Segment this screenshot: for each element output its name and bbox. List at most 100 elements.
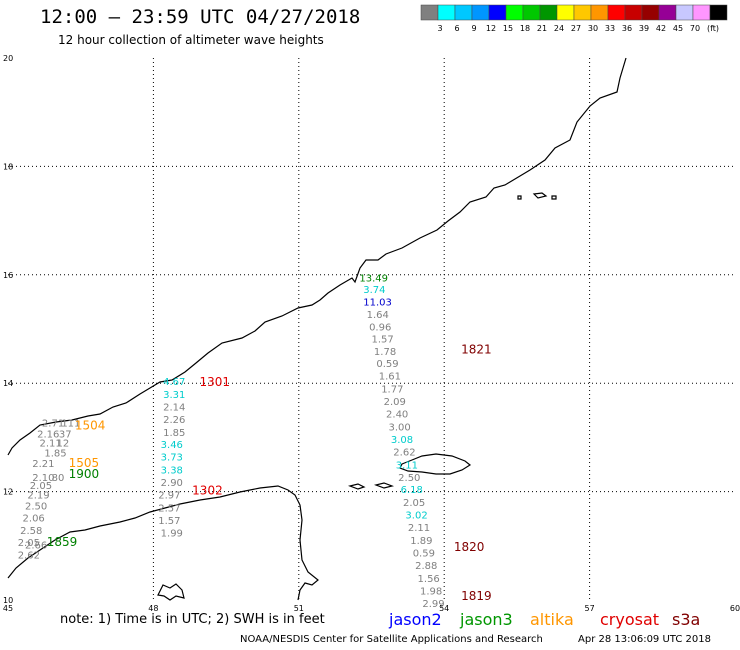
pass-time-label: 1302 (192, 483, 223, 497)
wave-height-value: 2.11 (40, 439, 62, 450)
wave-height-value: 1.85 (44, 448, 66, 459)
color-scale-label: 12 (486, 24, 496, 33)
pass-time-label: 1504 (75, 418, 106, 432)
color-scale-unit: (ft) (707, 24, 719, 33)
wave-height-value: 11.03 (363, 298, 392, 309)
wave-height-value: 2.62 (393, 447, 415, 458)
wave-height-value: 0.96 (369, 323, 391, 334)
color-scale-label: 15 (503, 24, 513, 33)
wave-height-value: 2.19 (27, 491, 49, 502)
x-tick-label: 54 (439, 604, 449, 613)
color-scale-swatch (641, 4, 660, 21)
pass-time-label: 1821 (461, 342, 492, 356)
wave-height-value: 3.74 (363, 285, 385, 296)
wave-height-value: 1.64 (367, 310, 389, 321)
y-tick-label: 20 (3, 54, 13, 63)
color-scale-label: 39 (639, 24, 649, 33)
wave-height-value: 80 (52, 473, 65, 484)
color-scale-label: 33 (605, 24, 615, 33)
generation-timestamp: Apr 28 13:06:09 UTC 2018 (578, 634, 711, 645)
wave-height-value: 2.09 (384, 397, 406, 408)
color-scale-swatch (556, 4, 575, 21)
color-scale-label: 18 (520, 24, 530, 33)
wave-height-value: 0.59 (376, 359, 398, 370)
wave-height-value: 2.50 (398, 473, 420, 484)
map-title: 12:00 – 23:59 UTC 04/27/2018 (40, 6, 361, 28)
color-scale-label: 36 (622, 24, 632, 33)
pass-time-label: 1301 (199, 375, 230, 389)
x-tick-label: 45 (3, 604, 13, 613)
wave-height-value: 2.21 (32, 459, 54, 470)
wave-height-value: 3.38 (161, 466, 183, 477)
islet-2 (532, 192, 548, 199)
color-scale-swatch (522, 4, 541, 21)
color-scale-label: 21 (537, 24, 547, 33)
satellite-legend-entry: jason3 (460, 610, 513, 629)
credit-line: NOAA/NESDIS Center for Satellite Applica… (240, 634, 543, 645)
footnote: note: 1) Time is in UTC; 2) SWH is in fe… (60, 612, 325, 627)
wave-height-value: 3.08 (391, 435, 413, 446)
coastline (7, 57, 627, 601)
wave-height-value: 1.99 (161, 529, 183, 540)
color-scale-label: 45 (673, 24, 683, 33)
color-scale-label: 70 (690, 24, 700, 33)
islet-3 (551, 195, 557, 200)
islet-1 (517, 195, 522, 200)
color-scale-swatch (624, 4, 643, 21)
y-tick-label: 16 (3, 271, 13, 280)
color-scale-swatch (539, 4, 558, 21)
wave-height-value: 111 (61, 419, 80, 430)
color-scale-swatch (692, 4, 711, 21)
color-scale-swatch (505, 4, 524, 21)
pass-time-label: 1505 (69, 456, 100, 470)
color-scale-swatch (471, 4, 490, 21)
color-scale-label: 24 (554, 24, 564, 33)
y-tick-label: 18 (3, 162, 13, 171)
pass-time-label: 1819 (461, 589, 492, 603)
wave-height-value: 2.71 (42, 419, 64, 430)
wave-height-value: 2.58 (20, 526, 42, 537)
wave-height-value: 1.57 (158, 516, 180, 527)
color-scale-label: 6 (454, 24, 459, 33)
satellite-legend-entry: altika (530, 610, 574, 629)
satellite-legend-entry: jason2 (389, 610, 442, 629)
wave-height-value: 2.05 (30, 481, 52, 492)
wave-height-value: 2.11 (408, 523, 430, 534)
color-scale-swatch (573, 4, 592, 21)
wave-height-value: 0.59 (413, 549, 435, 560)
island-small-2 (373, 482, 395, 489)
coastline-arabia (7, 57, 627, 456)
color-scale-swatch (675, 4, 694, 21)
x-tick-label: 51 (294, 604, 304, 613)
color-scale-legend: 3 6 9 12 15 18 21 24 27 30 33 36 39 42 45 70 (ft) (420, 4, 728, 33)
wave-height-value: 3.02 (405, 511, 427, 522)
color-scale-label: 9 (471, 24, 476, 33)
color-scale-label: 42 (656, 24, 666, 33)
color-scale-swatch (590, 4, 609, 21)
wave-height-value: 37 (59, 429, 72, 440)
wave-height-value: 1.56 (418, 574, 440, 585)
color-scale-swatch (420, 4, 439, 21)
color-scale-swatch (658, 4, 677, 21)
wave-height-value: 4.67 (163, 377, 185, 388)
satellite-legend-entry: cryosat (600, 610, 660, 629)
color-scale-swatch (607, 4, 626, 21)
color-scale-label: 30 (588, 24, 598, 33)
color-scale-swatch (488, 4, 507, 21)
wave-height-value: 2.06 (23, 513, 45, 524)
color-scale-swatch (454, 4, 473, 21)
wave-height-value: 2.05 (18, 538, 40, 549)
color-scale-swatch (437, 4, 456, 21)
wave-height-value: 2.40 (386, 409, 408, 420)
x-tick-label: 60 (730, 604, 740, 613)
color-scale-label: 3 (437, 24, 442, 33)
wave-height-value: 2.05 (403, 498, 425, 509)
wave-height-value: 1.85 (163, 428, 185, 439)
y-tick-label: 10 (3, 596, 13, 605)
wave-height-value: 2.10 (32, 473, 54, 484)
wave-height-value: 1.77 (381, 384, 403, 395)
socotra-island (399, 453, 472, 475)
wave-height-values: 13.493.7411.031.640.961.571.780.591.611.… (18, 273, 445, 610)
